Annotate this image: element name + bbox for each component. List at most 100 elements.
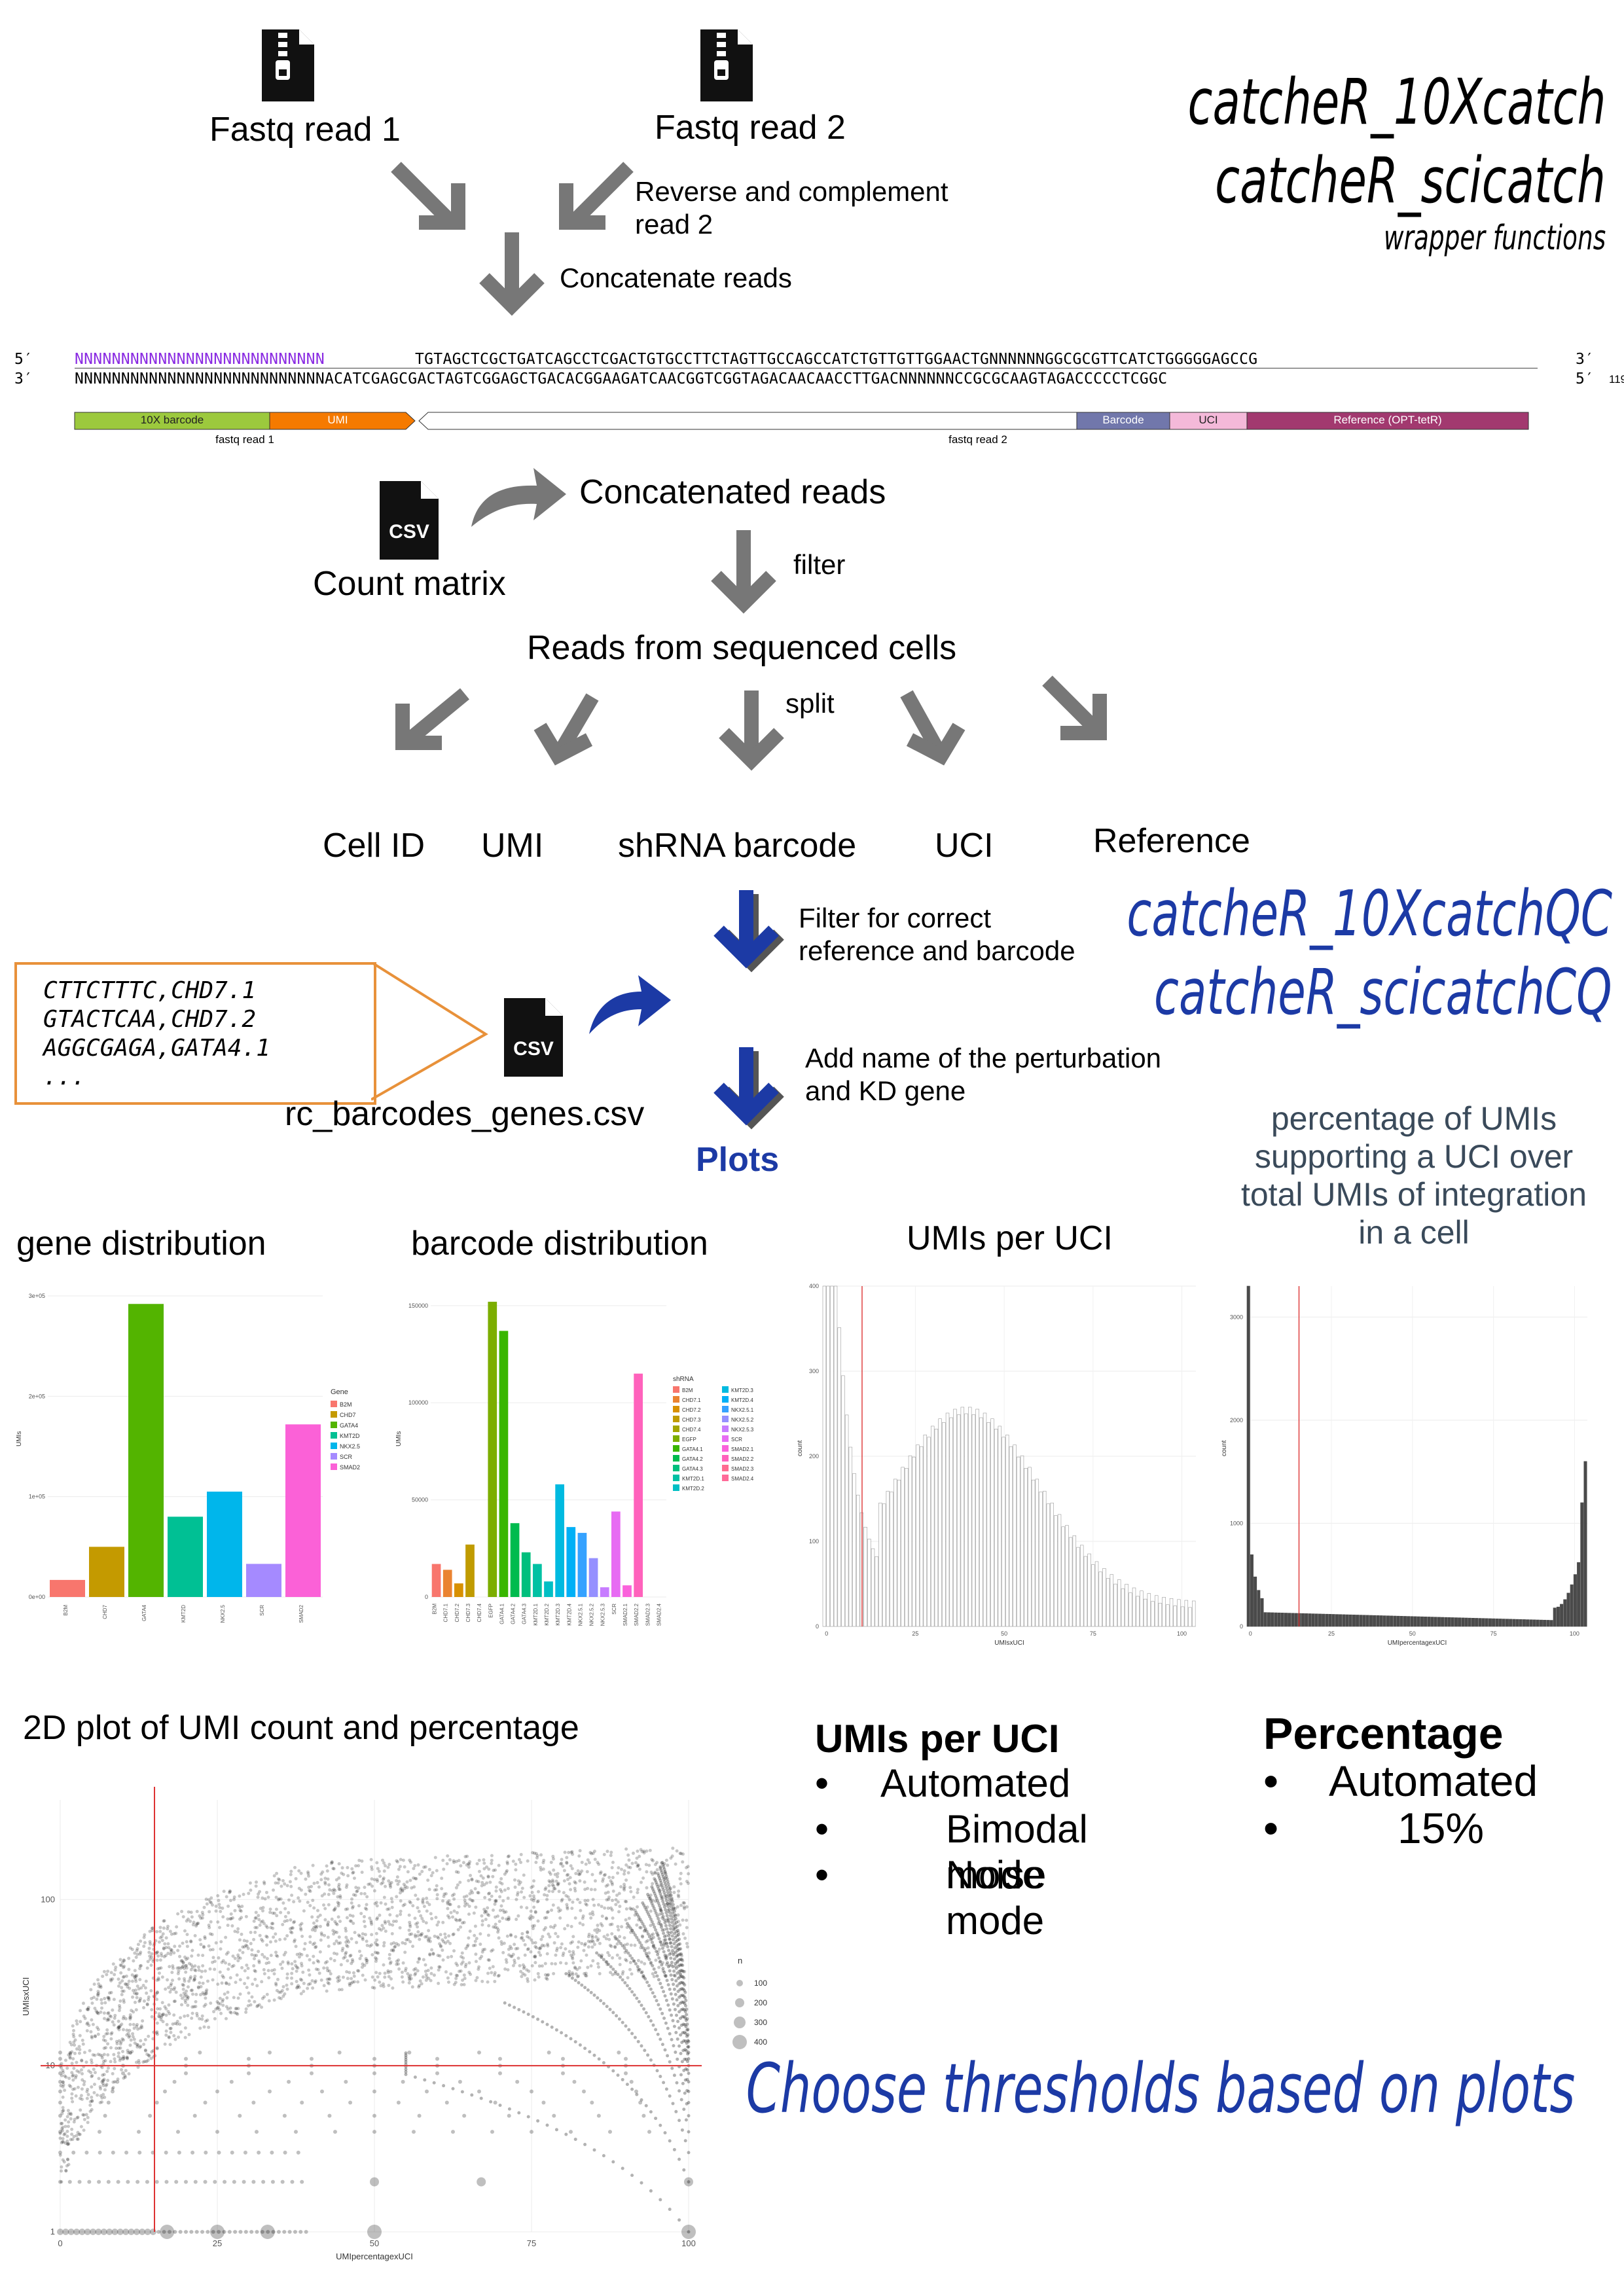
- scatter-point: [155, 2047, 159, 2051]
- scatter-point: [509, 1933, 513, 1937]
- scatter-point: [664, 1973, 668, 1977]
- scatter-point: [432, 1973, 436, 1977]
- scatter-point: [244, 2230, 248, 2234]
- scatter-point: [184, 2071, 188, 2075]
- scatter-point: [170, 1987, 173, 1991]
- scatter-point: [216, 1982, 220, 1986]
- scatter-point: [417, 2113, 422, 2118]
- scatter-point: [399, 1909, 403, 1913]
- scatter-point: [477, 1858, 481, 1862]
- x-tick-label: 25: [1328, 1630, 1335, 1637]
- scatter-point: [142, 1999, 146, 2003]
- scatter-point: [257, 2003, 261, 2007]
- histogram-bar: [890, 1492, 893, 1627]
- scatter-point: [345, 1916, 349, 1920]
- scatter-point: [611, 1890, 615, 1893]
- scatter-point: [125, 2055, 129, 2059]
- scatter-point: [428, 1953, 432, 1957]
- scatter-point: [467, 1878, 471, 1882]
- scatter-point: [160, 2015, 164, 2019]
- scatter-point: [208, 1910, 211, 1914]
- scatter-point: [640, 1880, 643, 1884]
- x-tick-label: 50: [1409, 1630, 1416, 1637]
- scatter-point: [340, 1948, 344, 1952]
- scatter-point: [90, 2061, 94, 2065]
- scatter-point: [558, 1862, 562, 1866]
- x-tick-label: SMAD2: [298, 1604, 304, 1623]
- scatter-point: [288, 1880, 292, 1884]
- histogram-bar: [1573, 1574, 1577, 1627]
- scatter-point: [649, 1987, 653, 1991]
- scatter-point: [657, 1937, 661, 1941]
- y-tick-label: 100: [41, 1894, 55, 1904]
- scatter-point: [684, 2177, 693, 2187]
- scatter-point: [396, 2100, 401, 2105]
- scatter-point: [681, 2007, 685, 2011]
- scatter-point: [85, 2090, 89, 2094]
- scatter-point: [654, 1971, 658, 1975]
- fastq-read2-label: Fastq read 2: [655, 109, 846, 147]
- scatter-point: [380, 1858, 384, 1862]
- scatter-point: [590, 1945, 594, 1949]
- scatter-point: [251, 2100, 256, 2105]
- scatter-point: [486, 1933, 490, 1937]
- scatter-point: [200, 1969, 204, 1973]
- scatter-point: [454, 1973, 458, 1977]
- scatter-point: [623, 1872, 626, 1876]
- scatter-point: [678, 1923, 682, 1927]
- scatter-point: [307, 1874, 311, 1878]
- scatter-point: [164, 1945, 168, 1949]
- scatter-point: [651, 1872, 655, 1876]
- scatter-point: [619, 1885, 623, 1889]
- scatter-point: [102, 2046, 106, 2050]
- scatter-point: [462, 1973, 466, 1977]
- scatter-point: [160, 2225, 175, 2239]
- scatter-point: [672, 2073, 676, 2077]
- scatter-point: [611, 1860, 615, 1864]
- filter-label: filter: [793, 549, 846, 580]
- scatter-point: [671, 2018, 675, 2022]
- scatter-point: [571, 1957, 575, 1961]
- scatter-point: [681, 2225, 696, 2239]
- scatter-point: [435, 1884, 439, 1888]
- scatter-point: [232, 2179, 236, 2184]
- scatter-point: [685, 2007, 689, 2011]
- scatter-point: [77, 2045, 81, 2049]
- scatter-point: [686, 1881, 690, 1885]
- scatter-point: [523, 1973, 527, 1977]
- scatter-point: [312, 1954, 316, 1958]
- scatter-point: [350, 1977, 353, 1981]
- scatter-point: [526, 2115, 530, 2119]
- scatter-point: [533, 1955, 537, 1959]
- scatter-point: [605, 1898, 609, 1902]
- scatter-point: [72, 2066, 76, 2070]
- scatter-point: [238, 1894, 242, 1898]
- scatter-point: [290, 1926, 294, 1930]
- legend-label: SMAD2.4: [731, 1476, 754, 1482]
- scatter-point: [60, 2062, 63, 2066]
- scatter-point: [494, 1899, 497, 1903]
- csv-line-2: GTACTCAA,CHD7.2: [43, 1006, 257, 1033]
- reads-from-cells-label: Reads from sequenced cells: [527, 629, 957, 667]
- scatter-point: [656, 1933, 660, 1937]
- scatter-point: [663, 1920, 667, 1924]
- scatter-point: [215, 2006, 219, 2010]
- histogram-bar: [1132, 1587, 1136, 1627]
- scatter-point: [635, 2092, 639, 2096]
- scatter-point: [474, 1960, 478, 1964]
- scatter-point: [627, 2028, 631, 2032]
- scatter-point: [91, 2053, 95, 2057]
- scatter-point: [59, 2083, 63, 2087]
- scatter-point: [553, 1924, 557, 1928]
- scatter-point: [244, 1914, 248, 1918]
- scatter-point: [397, 1943, 401, 1947]
- scatter-point: [260, 2225, 275, 2239]
- scatter-point: [649, 1937, 653, 1941]
- scatter-point: [199, 1943, 203, 1946]
- scatter-point: [528, 1916, 532, 1920]
- scatter-point: [251, 1982, 255, 1986]
- scatter-point: [475, 1937, 478, 1941]
- scatter-point: [679, 1969, 683, 1973]
- scatter-point: [225, 2005, 228, 2009]
